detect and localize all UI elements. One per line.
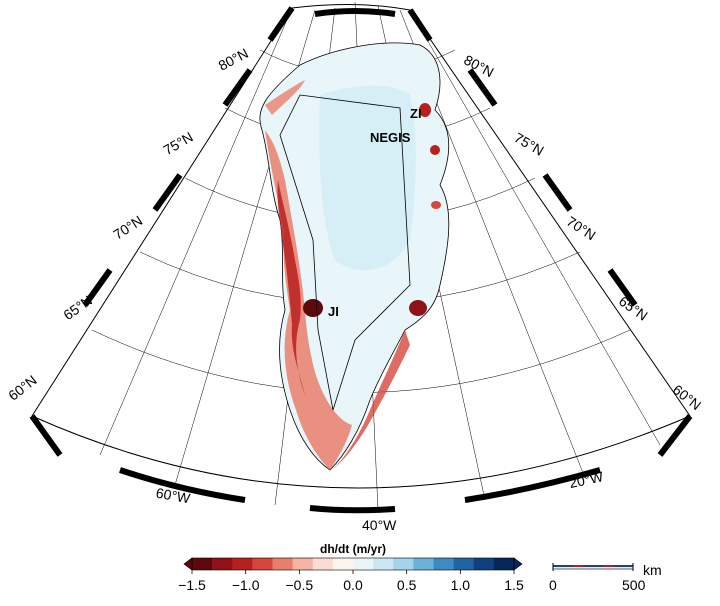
colorbar-cell [192, 558, 213, 570]
colorbar-cell [473, 558, 495, 570]
colorbar-tick-label: 0.0 [343, 577, 363, 593]
lat-label-70n-left: 70°N [110, 212, 145, 242]
zachariae-thinning [419, 103, 431, 117]
site-label-zi: ZI [410, 106, 422, 121]
colorbar-low-triangle [183, 557, 193, 571]
lon-label-40w: 40°W [362, 517, 397, 533]
colorbar-cell [413, 558, 434, 570]
colorbar-cell [212, 558, 233, 570]
colorbar-cell [433, 558, 454, 570]
lat-label-75n-left: 75°N [161, 129, 196, 158]
scalebar-end-label: 500 [622, 577, 646, 593]
lat-label-80n-right: 80°N [461, 51, 496, 80]
lat-label-70n-right: 70°N [564, 213, 599, 243]
colorbar: dh/dt (m/yr) −1.5 −1.0 −0.5 0.0 0.5 1.0 1.5 [178, 542, 524, 593]
colorbar-cell [252, 558, 273, 570]
northeast-glacier-thinning [430, 145, 440, 155]
ice-sheet [259, 42, 450, 471]
southeast-glacier-thinning [409, 300, 427, 316]
colorbar-tick-label: −0.5 [286, 577, 314, 593]
colorbar-cell [312, 558, 334, 570]
colorbar-tick-label: −1.0 [232, 577, 260, 593]
longitude-labels: 60°W 40°W 20°W [155, 468, 606, 533]
interior-thickening [319, 85, 416, 271]
colorbar-tick-label: 1.0 [451, 577, 471, 593]
colorbar-cell [493, 558, 515, 570]
west-margin-thinning [265, 130, 352, 470]
colorbar-high-triangle [513, 557, 523, 571]
northwest-margin-thinning [265, 80, 305, 115]
southeast-margin-thinning [332, 330, 410, 470]
lon-label-20w: 20°W [568, 468, 606, 491]
site-label-negis: NEGIS [370, 130, 411, 145]
colorbar-cell [373, 558, 394, 570]
east-glacier-thinning [431, 201, 441, 209]
colorbar-tick-label: 0.5 [397, 577, 417, 593]
jakobshavn-thinning [303, 299, 323, 317]
scalebar: km 0 500 [549, 562, 662, 593]
colorbar-cell [453, 558, 475, 570]
colorbar-cells [192, 558, 515, 570]
lat-label-75n-right: 75°N [512, 129, 547, 158]
colorbar-tick-label: 1.5 [504, 577, 524, 593]
colorbar-title: dh/dt (m/yr) [320, 542, 386, 556]
west-margin-strong [277, 180, 305, 395]
survey-polygon [279, 94, 411, 411]
lat-label-60n-left: 60°N [5, 372, 40, 404]
lon-label-60w: 60°W [155, 485, 192, 507]
colorbar-tick-label: −1.5 [178, 577, 206, 593]
site-label-ji: JI [328, 304, 339, 319]
scalebar-start-label: 0 [549, 577, 557, 593]
colorbar-cell [353, 558, 374, 570]
colorbar-cell [232, 558, 253, 570]
colorbar-cell [272, 558, 293, 570]
colorbar-ticks: −1.5 −1.0 −0.5 0.0 0.5 1.0 1.5 [178, 570, 524, 593]
colorbar-cell [393, 558, 414, 570]
lat-label-80n-left: 80°N [216, 45, 251, 74]
colorbar-cell [292, 558, 314, 570]
colorbar-cell [332, 558, 354, 570]
scalebar-unit: km [643, 562, 662, 578]
